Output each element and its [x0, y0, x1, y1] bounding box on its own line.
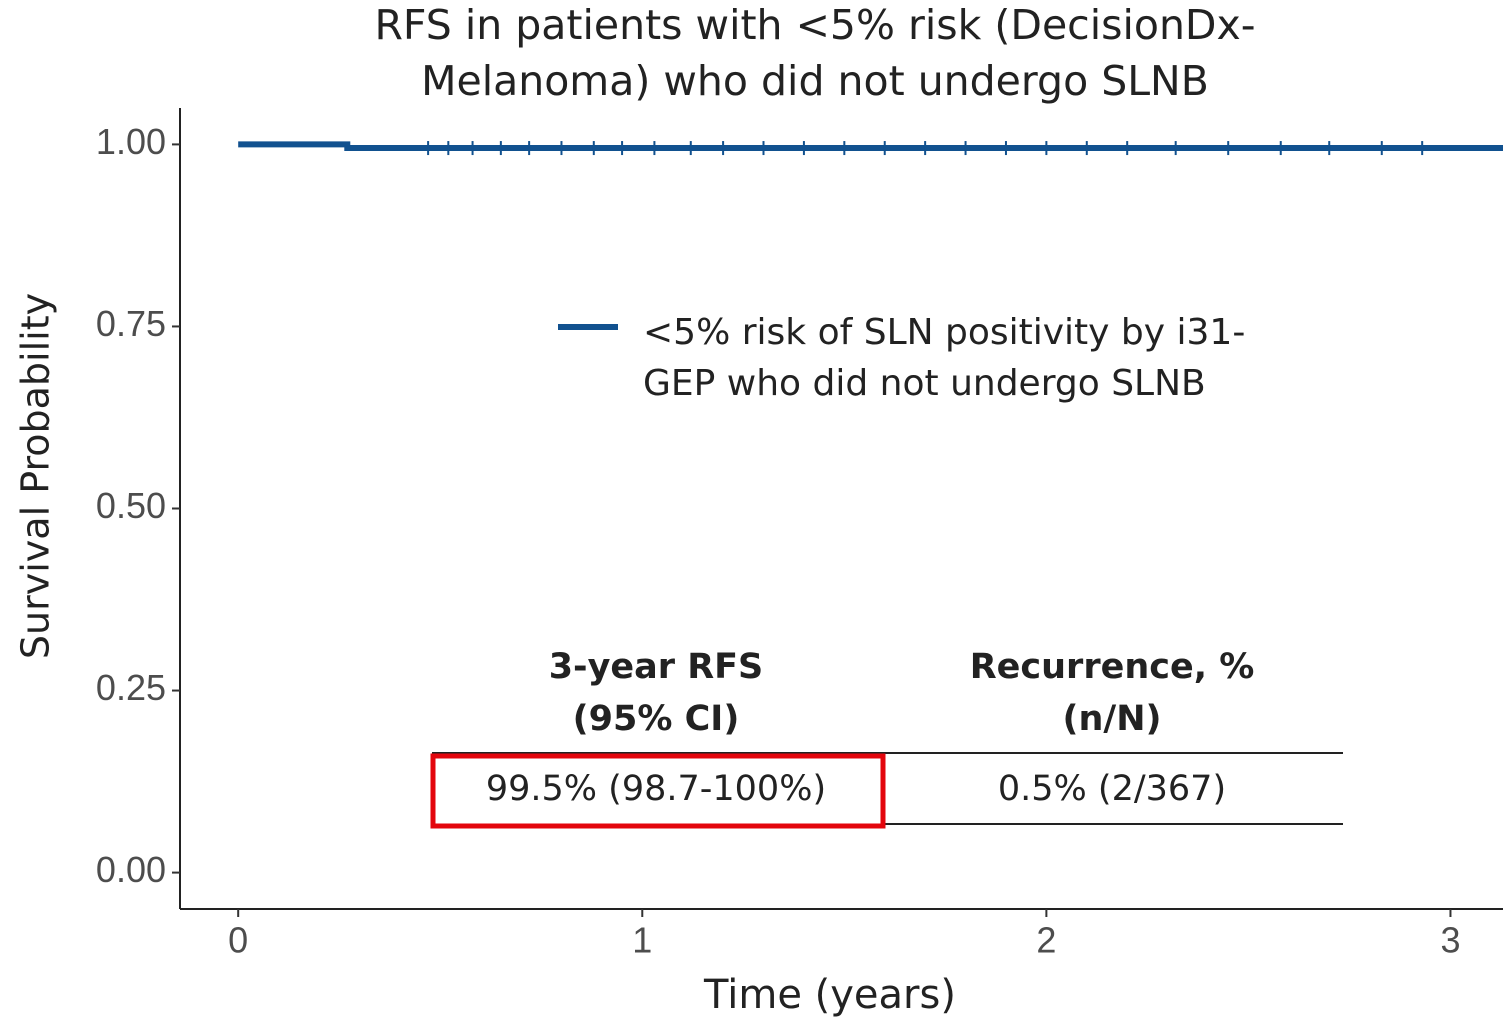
highlight-box — [430, 753, 886, 829]
chart-title: RFS in patients with <5% risk (DecisionD… — [374, 1, 1255, 49]
y-tick-label: 0.50 — [96, 485, 166, 526]
legend-label: <5% risk of SLN positivity by i31- — [643, 312, 1245, 353]
table-header: (n/N) — [1063, 699, 1162, 739]
y-axis-label: Survival Probability — [14, 293, 58, 659]
y-tick-label: 0.75 — [96, 303, 166, 344]
chart-title: Melanoma) who did not undergo SLNB — [421, 57, 1209, 105]
x-tick-label: 1 — [632, 920, 652, 961]
table-header: Recurrence, % — [970, 647, 1255, 687]
x-tick-label: 3 — [1440, 920, 1460, 961]
y-tick-label: 0.25 — [96, 667, 166, 708]
table-cell: 0.5% (2/367) — [998, 769, 1226, 809]
y-tick-label: 1.00 — [96, 121, 166, 162]
x-axis-label: Time (years) — [703, 972, 956, 1018]
table-cell: 99.5% (98.7-100%) — [486, 769, 826, 809]
x-tick-label: 0 — [228, 920, 248, 961]
legend-label: GEP who did not undergo SLNB — [643, 363, 1206, 404]
table-header: (95% CI) — [573, 699, 740, 739]
y-tick-label: 0.00 — [96, 849, 166, 890]
table-header: 3-year RFS — [549, 647, 764, 687]
x-tick-label: 2 — [1036, 920, 1056, 961]
